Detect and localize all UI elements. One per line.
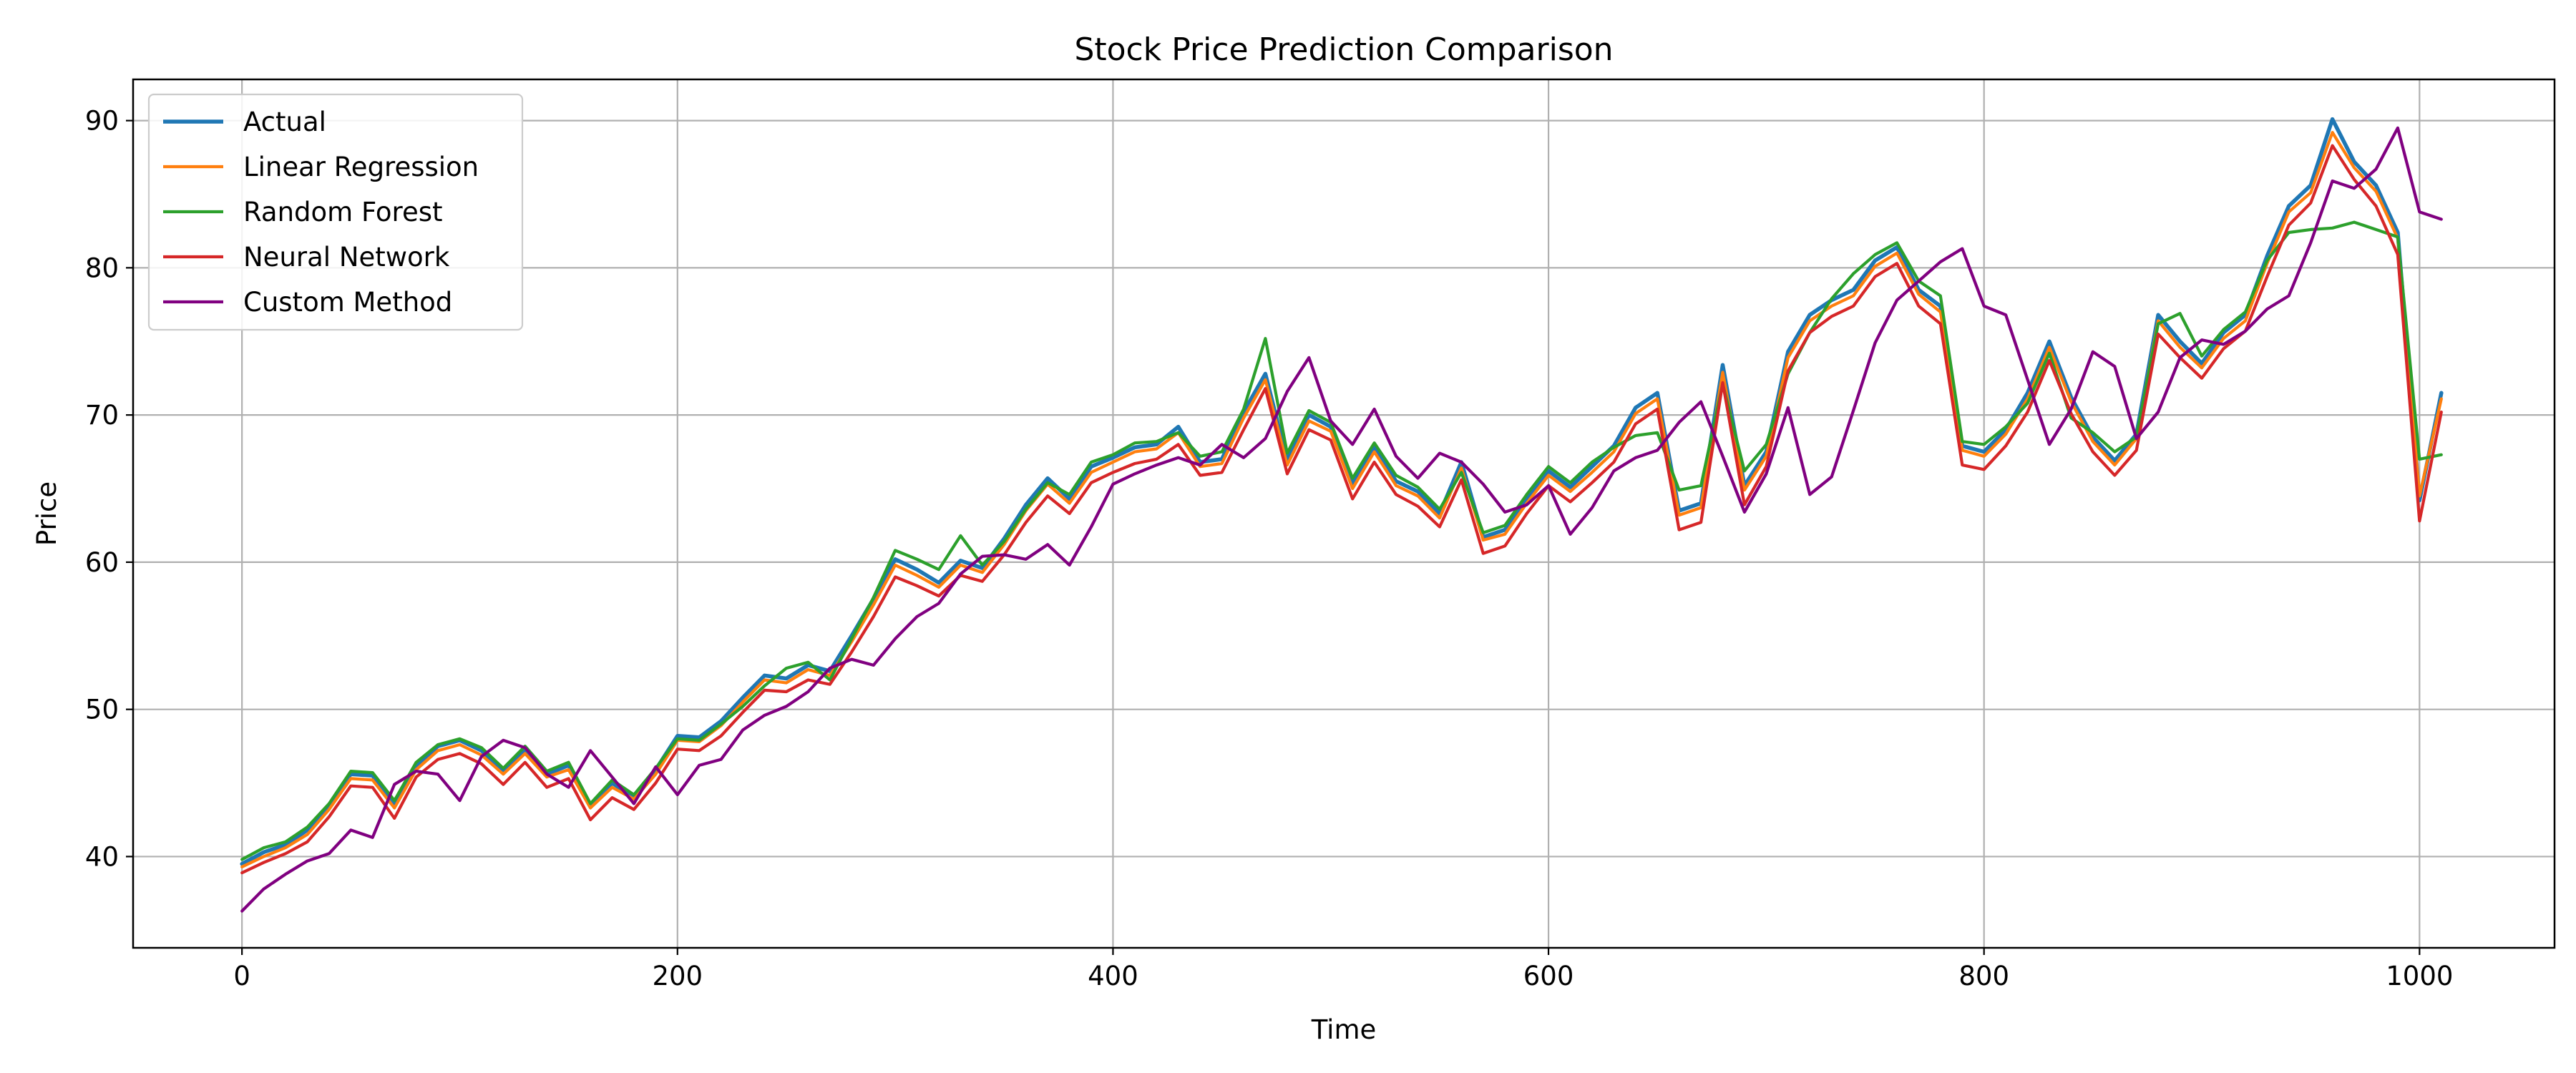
- series-lines: [240, 117, 2444, 913]
- x-tick-label: 400: [1088, 961, 1138, 991]
- grid: [133, 79, 2555, 948]
- axis-ticks: 0 200 400 600 800 1000 40 50 60 70 80 90: [85, 106, 2454, 991]
- plot-frame: [132, 78, 2556, 949]
- y-tick-label: 80: [85, 253, 119, 283]
- legend-label: Actual: [243, 107, 326, 137]
- series-line-actual: [240, 117, 2444, 866]
- y-tick-label: 70: [85, 400, 119, 431]
- x-tick-label: 600: [1523, 961, 1574, 991]
- series-line-linear-regression: [240, 131, 2443, 868]
- x-tick-label: 1000: [2386, 961, 2453, 991]
- x-axis-title: Time: [1311, 1014, 1377, 1045]
- y-tick-label: 40: [85, 841, 119, 872]
- legend-label: Linear Regression: [243, 152, 479, 182]
- x-tick-label: 200: [652, 961, 703, 991]
- y-tick-label: 60: [85, 547, 119, 578]
- series-line-neural-network: [240, 144, 2443, 875]
- x-tick-label: 800: [1958, 961, 2009, 991]
- legend-box: [147, 93, 524, 331]
- legend-label: Custom Method: [243, 287, 452, 318]
- legend-label: Neural Network: [243, 242, 450, 273]
- legend-label: Random Forest: [243, 197, 443, 227]
- y-tick-label: 50: [85, 695, 119, 725]
- legend: Actual Linear Regression Random Forest Neur…: [147, 93, 524, 331]
- y-tick-label: 90: [85, 106, 119, 137]
- x-tick-label: 0: [233, 961, 250, 991]
- series-line-custom-method: [240, 126, 2443, 913]
- y-axis-title: Price: [31, 481, 62, 546]
- chart-title: Stock Price Prediction Comparison: [1074, 31, 1613, 68]
